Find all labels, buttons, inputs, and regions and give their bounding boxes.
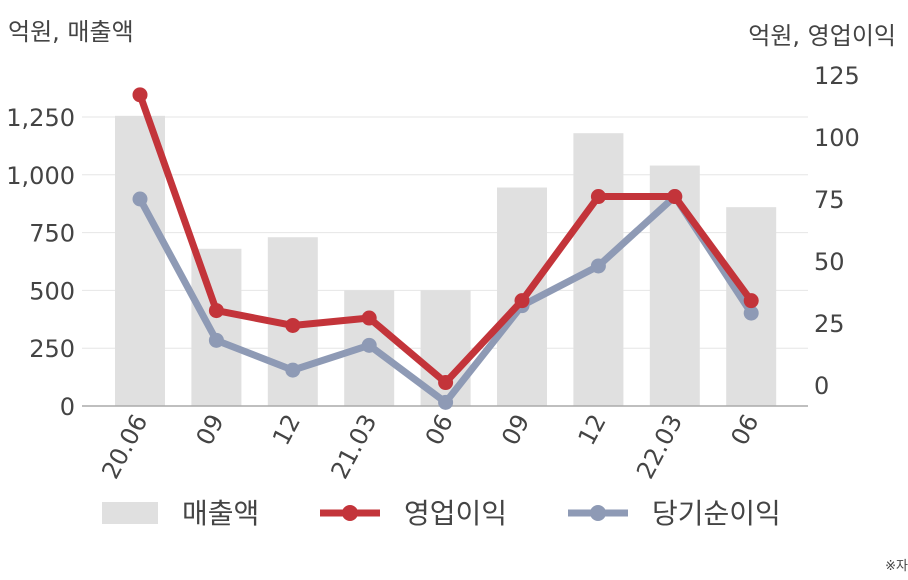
net-income-point: [438, 394, 454, 410]
net-income-point: [285, 362, 301, 378]
bar: [649, 165, 700, 406]
operating-profit-point: [285, 317, 301, 333]
legend: 매출액 영업이익 당기순이익: [0, 490, 908, 540]
net-income-point: [743, 305, 759, 321]
bar: [115, 115, 165, 407]
x-tick-label: 06: [420, 410, 459, 450]
legend-item-net-income: 당기순이익: [566, 490, 781, 534]
operating-profit-point: [208, 303, 224, 319]
chart: 0 250 500 750 1,000 1,250 0 25 50 75 100 125 20.06 09…: [6, 62, 860, 484]
net-income-point: [132, 191, 148, 207]
x-tick-label: 20.06: [96, 410, 153, 484]
net-income-point: [361, 337, 377, 353]
bar: [191, 248, 242, 406]
x-tick-label: 06: [725, 410, 764, 450]
x-tick-label: 09: [191, 410, 230, 450]
right-tick-label: 75: [814, 186, 845, 214]
operating-profit-point: [361, 310, 377, 326]
left-tick-label: 500: [29, 277, 75, 305]
legend-label-operating-profit: 영업이익: [404, 497, 508, 530]
legend-label-net-income: 당기순이익: [652, 497, 781, 530]
legend-swatch-bar: [102, 502, 158, 524]
operating-profit-point: [438, 375, 454, 391]
legend-swatch-net-line: [568, 505, 628, 521]
right-tick-label: 25: [814, 310, 845, 338]
left-axis-unit: 억원, 매출액: [8, 18, 134, 46]
footnote: ※자: [885, 559, 908, 574]
x-tick-label: 12: [267, 410, 306, 450]
right-tick-label: 100: [814, 124, 860, 152]
x-tick-label: 21.03: [326, 410, 383, 484]
left-tick-label: 0: [60, 393, 75, 421]
net-income-point: [208, 332, 224, 348]
legend-label-sales: 매출액: [182, 497, 260, 530]
net-income-point: [590, 258, 606, 274]
x-tick-label: 22.03: [631, 410, 688, 484]
operating-profit-point: [743, 293, 759, 309]
legend-item-operating-profit: 영업이익: [318, 490, 507, 534]
left-tick-label: 1,000: [6, 162, 75, 190]
x-tick-label: 12: [573, 410, 612, 450]
operating-profit-point: [132, 87, 148, 103]
right-tick-label: 125: [814, 62, 860, 90]
x-tick-label: 09: [496, 410, 535, 450]
operating-profit-point: [514, 293, 530, 309]
operating-profit-point: [590, 189, 606, 205]
legend-item-sales: 매출액: [100, 490, 259, 534]
operating-profit-point: [667, 189, 683, 205]
right-tick-label: 0: [814, 372, 829, 400]
left-tick-label: 1,250: [6, 104, 75, 132]
right-tick-label: 50: [814, 248, 845, 276]
left-tick-label: 250: [29, 335, 75, 363]
right-axis-unit: 억원, 영업이익: [748, 22, 896, 50]
legend-swatch-operating-line: [320, 505, 380, 521]
left-tick-label: 750: [29, 220, 75, 248]
